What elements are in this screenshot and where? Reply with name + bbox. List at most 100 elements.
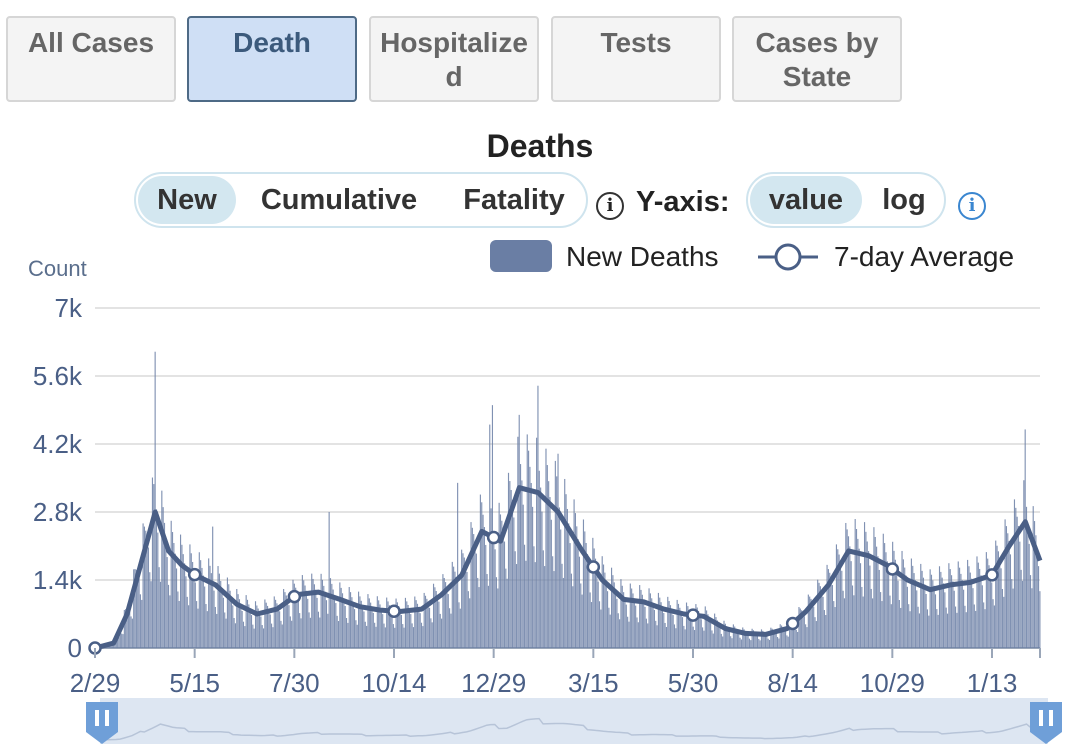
bar[interactable] xyxy=(446,586,448,648)
bar[interactable] xyxy=(896,568,898,648)
bar[interactable] xyxy=(578,556,581,648)
bar[interactable] xyxy=(696,607,698,648)
bar[interactable] xyxy=(609,614,611,648)
bar[interactable] xyxy=(131,618,133,648)
bar[interactable] xyxy=(439,613,441,648)
bar[interactable] xyxy=(600,609,602,648)
legend-marker-7-day-average[interactable] xyxy=(774,243,802,271)
bar[interactable] xyxy=(320,573,322,648)
bar[interactable] xyxy=(288,605,290,648)
bar[interactable] xyxy=(685,602,688,648)
bar[interactable] xyxy=(838,554,840,648)
bar[interactable] xyxy=(418,607,420,649)
bar[interactable] xyxy=(724,623,726,648)
bar[interactable] xyxy=(355,620,357,648)
bar[interactable] xyxy=(174,553,176,648)
bar[interactable] xyxy=(352,602,354,648)
bar[interactable] xyxy=(890,604,892,648)
bar[interactable] xyxy=(234,623,237,648)
bar[interactable] xyxy=(204,586,206,648)
bar[interactable] xyxy=(383,623,385,648)
bar[interactable] xyxy=(739,637,741,648)
bar[interactable] xyxy=(238,599,241,648)
bar[interactable] xyxy=(679,607,681,648)
bar[interactable] xyxy=(593,548,595,648)
bar[interactable] xyxy=(809,596,811,648)
bar[interactable] xyxy=(297,599,299,648)
bar[interactable] xyxy=(688,609,690,648)
bar[interactable] xyxy=(924,584,926,648)
bar[interactable] xyxy=(167,584,170,648)
bar[interactable] xyxy=(979,568,981,648)
bar[interactable] xyxy=(315,589,317,648)
bar[interactable] xyxy=(509,481,511,648)
bar[interactable] xyxy=(384,627,386,648)
bar[interactable] xyxy=(466,571,468,648)
bar[interactable] xyxy=(675,628,677,648)
bar[interactable] xyxy=(1003,596,1005,648)
bar[interactable] xyxy=(155,509,158,648)
bar[interactable] xyxy=(122,634,124,648)
bar[interactable] xyxy=(143,526,145,648)
bar[interactable] xyxy=(485,544,487,648)
bar[interactable] xyxy=(467,591,469,648)
bar[interactable] xyxy=(292,579,294,648)
bar[interactable] xyxy=(893,550,895,648)
bar[interactable] xyxy=(431,622,433,648)
bar[interactable] xyxy=(370,602,372,648)
bar[interactable] xyxy=(533,546,535,648)
bar[interactable] xyxy=(967,559,969,648)
bar[interactable] xyxy=(441,618,443,648)
bar[interactable] xyxy=(778,638,780,648)
bar[interactable] xyxy=(502,527,504,648)
bar[interactable] xyxy=(284,592,286,648)
bar[interactable] xyxy=(197,608,199,648)
mode-fatality-option[interactable]: Fatality xyxy=(463,184,565,216)
bar[interactable] xyxy=(142,523,144,648)
bar[interactable] xyxy=(615,589,617,648)
bar[interactable] xyxy=(209,565,211,648)
bar[interactable] xyxy=(544,566,546,648)
average-point[interactable] xyxy=(387,604,401,618)
bar[interactable] xyxy=(719,627,721,648)
bar[interactable] xyxy=(336,615,338,648)
bar[interactable] xyxy=(1009,554,1012,648)
bar[interactable] xyxy=(894,559,896,648)
bar[interactable] xyxy=(154,351,156,648)
bar[interactable] xyxy=(768,639,771,648)
bar[interactable] xyxy=(842,590,844,648)
bar[interactable] xyxy=(503,541,506,648)
bar[interactable] xyxy=(323,585,325,648)
bar[interactable] xyxy=(914,580,916,648)
bar[interactable] xyxy=(918,613,921,648)
bar[interactable] xyxy=(561,563,563,648)
bar[interactable] xyxy=(916,590,918,648)
bar[interactable] xyxy=(921,570,923,648)
bar[interactable] xyxy=(305,590,307,648)
bar[interactable] xyxy=(419,613,421,648)
bar[interactable] xyxy=(585,542,587,648)
bar[interactable] xyxy=(884,543,886,648)
bar[interactable] xyxy=(233,618,235,648)
bar[interactable] xyxy=(909,611,911,648)
bar[interactable] xyxy=(173,542,175,648)
bar[interactable] xyxy=(285,595,287,648)
bar[interactable] xyxy=(605,580,607,648)
bar[interactable] xyxy=(304,585,306,648)
bar[interactable] xyxy=(652,603,654,648)
bar[interactable] xyxy=(577,539,579,648)
bar[interactable] xyxy=(192,561,194,648)
bar[interactable] xyxy=(316,597,318,648)
bar[interactable] xyxy=(178,600,180,648)
bar[interactable] xyxy=(589,592,591,648)
bar[interactable] xyxy=(716,620,718,648)
bar[interactable] xyxy=(1015,507,1017,648)
bar[interactable] xyxy=(328,512,330,648)
bar[interactable] xyxy=(867,551,870,648)
bar[interactable] xyxy=(728,631,730,648)
bar[interactable] xyxy=(722,636,724,648)
bar[interactable] xyxy=(415,600,417,648)
bar[interactable] xyxy=(715,617,717,648)
bar[interactable] xyxy=(616,598,618,648)
bar[interactable] xyxy=(619,619,621,648)
